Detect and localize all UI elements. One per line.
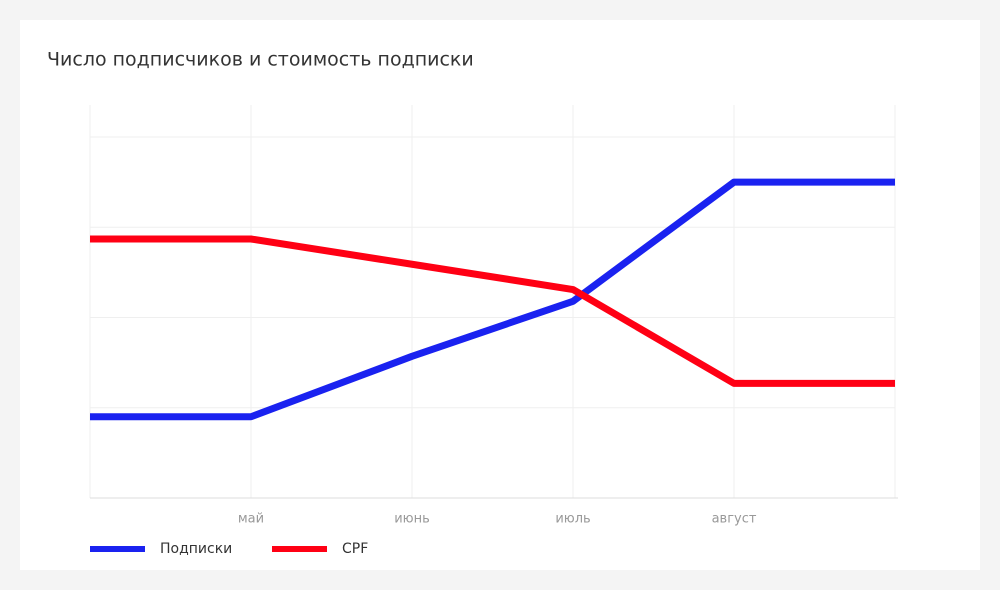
legend-label: CPF bbox=[342, 541, 368, 557]
card bbox=[20, 20, 980, 570]
x-tick-label: июнь bbox=[394, 512, 430, 527]
x-tick-label: май bbox=[238, 512, 264, 527]
series-line bbox=[90, 178, 895, 421]
chart-title: Число подписчиков и стоимость подписки bbox=[47, 49, 474, 71]
series-line bbox=[90, 235, 895, 387]
legend-label: Подписки bbox=[160, 541, 232, 557]
x-tick-label: август bbox=[712, 512, 757, 527]
x-tick-label: июль bbox=[555, 512, 590, 527]
